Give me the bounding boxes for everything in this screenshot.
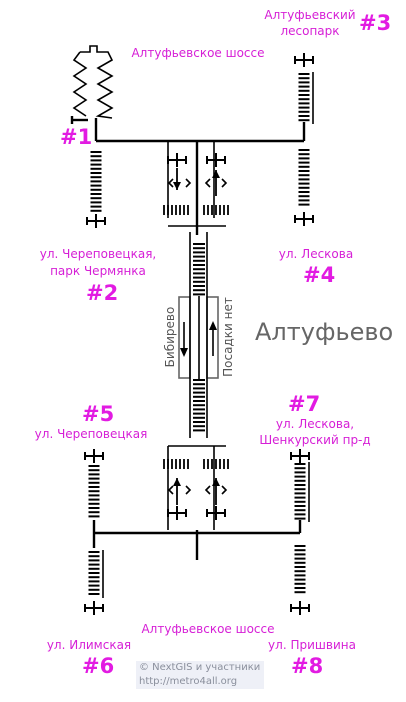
exit-1-escalator-left: [72, 51, 88, 117]
exit-6-number: #6: [82, 654, 114, 678]
exit-8-number: #8: [291, 654, 323, 678]
exit-4-number: #4: [303, 263, 335, 287]
exit-1-escalator-right: [80, 45, 114, 119]
up-arrow-icon: [212, 478, 220, 486]
down-arrow-icon: [173, 182, 181, 190]
credits-link[interactable]: http://metro4all.org: [139, 676, 238, 687]
up-arrow-icon: [173, 478, 181, 486]
chevron-icon: [221, 178, 228, 188]
exit-5-number: #5: [82, 402, 114, 426]
chevron-icon: [167, 178, 174, 188]
up-arrow-icon: [209, 321, 217, 330]
exit-7-label-line1: ул. Лескова,: [276, 417, 354, 431]
credits-copyright: © NextGIS и участники: [139, 662, 261, 673]
chevron-icon: [185, 485, 192, 495]
chevron-icon: [167, 485, 174, 495]
street-label-bottom: Алтуфьевское шоссе: [141, 622, 274, 636]
credits-box: © NextGIS и участники http://metro4all.o…: [136, 661, 264, 689]
scheme-geometry: [70, 45, 314, 615]
chevron-icon: [185, 178, 192, 188]
exit-3-label-line2: лесопарк: [280, 24, 339, 38]
platform-left-direction-label: Бибирево: [163, 307, 177, 368]
station-name: Алтуфьево: [255, 318, 393, 346]
exit-6-label: ул. Илимская: [47, 638, 131, 652]
exit-2-label-line2: парк Чермянка: [50, 264, 146, 278]
exit-1-number: #1: [60, 125, 92, 149]
up-arrow-icon: [212, 170, 220, 178]
exit-7-number: #7: [288, 392, 320, 416]
down-arrow-icon: [180, 348, 188, 357]
chevron-icon: [221, 485, 228, 495]
exit-2-label-line1: ул. Череповецкая,: [40, 247, 156, 261]
exit-2-number: #2: [86, 281, 118, 305]
platform-right-direction-label: Посадки нет: [221, 297, 235, 377]
chevron-icon: [204, 178, 211, 188]
exit-3-number: #3: [359, 11, 391, 35]
chevron-icon: [204, 485, 211, 495]
exit-5-label: ул. Череповецкая: [35, 427, 148, 441]
street-label-top: Алтуфьевское шоссе: [131, 46, 264, 60]
exit-8-label: ул. Пришвина: [268, 638, 356, 652]
exit-4-label: ул. Лескова: [279, 247, 353, 261]
exit-7-label-line2: Шенкурский пр-д: [259, 433, 370, 447]
exit-3-label-line1: Алтуфьевский: [264, 8, 355, 22]
